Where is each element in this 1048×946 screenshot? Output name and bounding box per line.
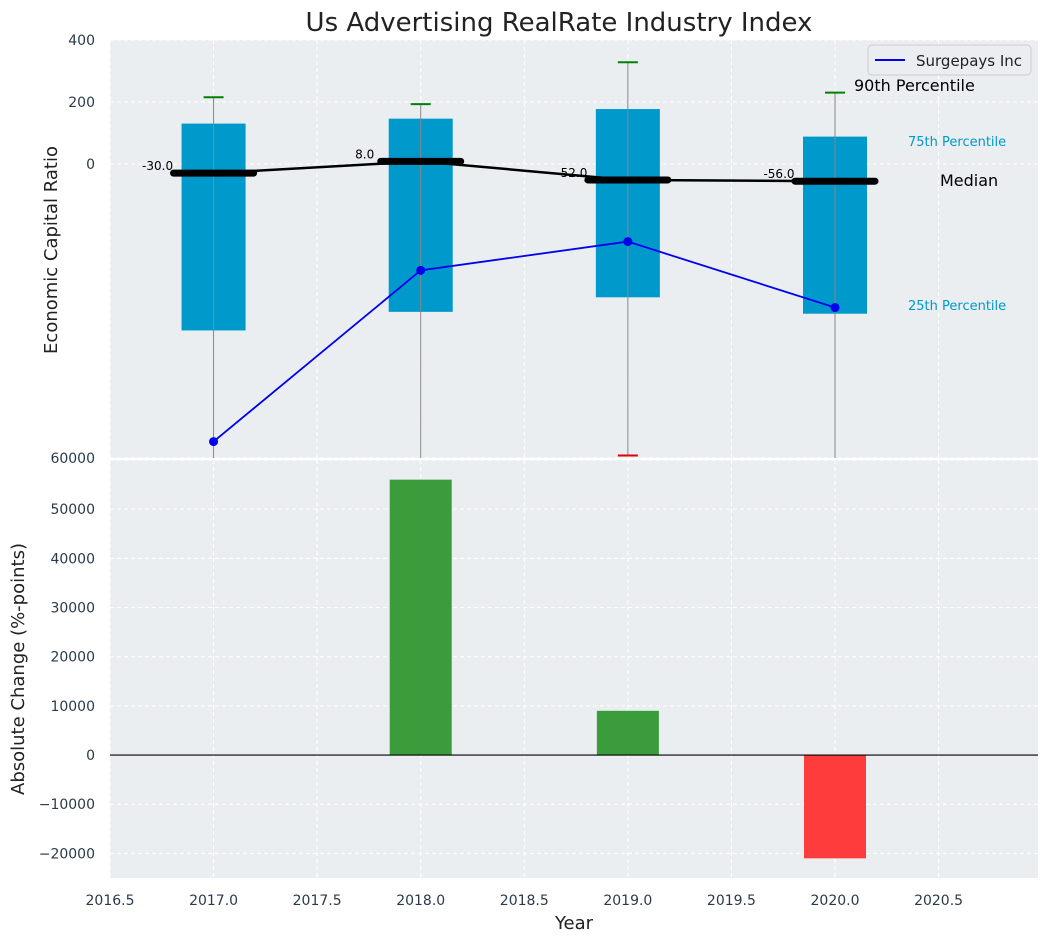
annotation-90th: 90th Percentile bbox=[854, 76, 975, 95]
bottom-panel: 50000 40000 30000 20000 10000 0 −10000 −20000 A… bbox=[8, 459, 1038, 878]
x-tick-label: 2017.0 bbox=[189, 893, 238, 909]
top-y-ticks: 400 200 0 60000 bbox=[50, 33, 95, 467]
median-line bbox=[213, 160, 836, 183]
series-line-surgepays bbox=[212, 240, 836, 443]
bottom-y-tick-label: 10000 bbox=[50, 699, 95, 715]
median-value-label: -52.0 bbox=[556, 166, 587, 180]
top-grid bbox=[109, 39, 1038, 459]
top-y-tick-label: 200 bbox=[68, 95, 95, 111]
change-bar[interactable] bbox=[596, 710, 659, 756]
x-tick-label: 2016.5 bbox=[86, 893, 135, 909]
x-tick-label: 2018.5 bbox=[500, 893, 549, 909]
legend-label-surgepays: Surgepays Inc bbox=[916, 52, 1022, 70]
top-y-tick-label: 0 bbox=[86, 157, 95, 173]
top-panel: -30.0 8.0 -52.0 -56.0 400 200 0 60000 Economic… bbox=[41, 33, 1038, 467]
x-tick-label: 2019.5 bbox=[707, 893, 756, 909]
x-tick-label: 2020.0 bbox=[811, 893, 860, 909]
change-bar[interactable] bbox=[389, 479, 452, 756]
annotation-75th: 75th Percentile bbox=[908, 135, 1006, 150]
top-series bbox=[209, 237, 840, 447]
x-tick-label: 2018.0 bbox=[396, 893, 445, 909]
x-tick-label: 2019.0 bbox=[603, 893, 652, 909]
median-value-label: 8.0 bbox=[355, 147, 374, 161]
annotation-median: Median bbox=[940, 171, 998, 190]
bottom-grid bbox=[109, 459, 1038, 878]
series-point-surgepays[interactable] bbox=[416, 265, 426, 275]
series-point-surgepays[interactable] bbox=[830, 303, 840, 313]
top-y-tick-label: 60000 bbox=[50, 451, 95, 467]
bottom-y-tick-label: 50000 bbox=[50, 502, 95, 518]
chart-title: Us Advertising RealRate Industry Index bbox=[306, 8, 813, 38]
x-tick-label: 2017.5 bbox=[293, 893, 342, 909]
top-boxes: -30.0 8.0 -52.0 -56.0 bbox=[142, 61, 879, 458]
x-ticks: 2016.5 2017.0 2017.5 2018.0 2018.5 2019.0 2019… bbox=[86, 893, 964, 909]
bottom-panel-background bbox=[110, 460, 1038, 878]
bottom-y-tick-label: −10000 bbox=[39, 797, 95, 813]
top-y-tick-label: 400 bbox=[68, 33, 95, 49]
series-point-surgepays[interactable] bbox=[623, 237, 633, 247]
bottom-y-axis-label: Absolute Change (%-points) bbox=[8, 543, 29, 795]
annotation-90th-text: 90th Percentile bbox=[854, 76, 975, 95]
x-axis-label: Year bbox=[554, 913, 594, 934]
bottom-bars bbox=[389, 479, 866, 859]
median-value-label: -56.0 bbox=[763, 167, 794, 181]
bottom-y-tick-label: 20000 bbox=[50, 650, 95, 666]
legend-box bbox=[867, 44, 1032, 76]
legend[interactable]: Surgepays Inc bbox=[867, 44, 1032, 76]
bottom-y-tick-label: 30000 bbox=[50, 601, 95, 617]
bottom-y-tick-label: 0 bbox=[86, 748, 95, 764]
series-point-surgepays[interactable] bbox=[209, 437, 219, 447]
annotation-25th: 25th Percentile bbox=[908, 299, 1006, 314]
median-value-label: -30.0 bbox=[142, 159, 173, 173]
bottom-y-ticks: 50000 40000 30000 20000 10000 0 −10000 −20000 bbox=[39, 502, 95, 862]
change-bar[interactable] bbox=[804, 755, 866, 859]
bottom-y-tick-label: 40000 bbox=[50, 551, 95, 567]
bottom-y-tick-label: −20000 bbox=[39, 846, 95, 862]
x-tick-label: 2020.5 bbox=[914, 893, 963, 909]
top-y-axis-label: Economic Capital Ratio bbox=[41, 146, 62, 354]
